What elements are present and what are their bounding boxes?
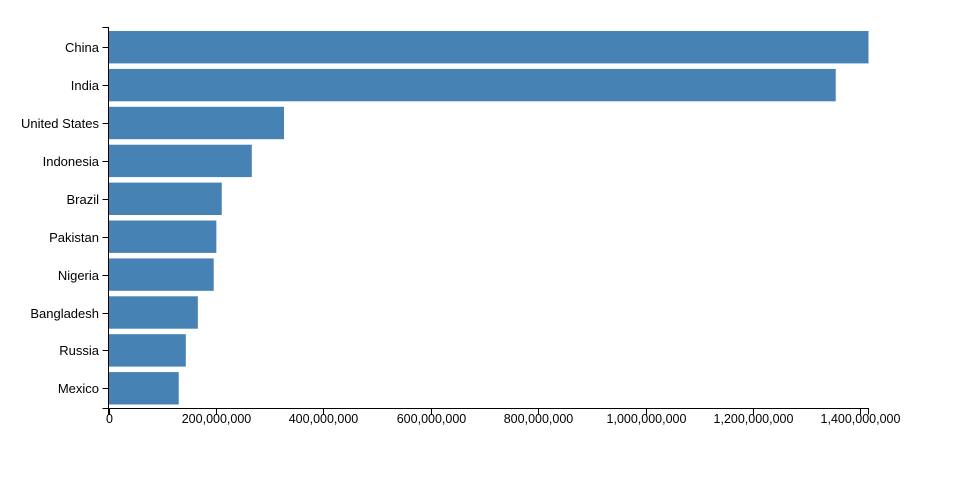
y-tick-label-india: India — [71, 78, 100, 93]
x-tick-label-4: 800,000,000 — [504, 412, 574, 426]
y-tick-label-united-states: United States — [21, 116, 100, 131]
x-tick-label-0: 0 — [106, 412, 113, 426]
bar-united-states — [108, 106, 285, 140]
bar-indonesia — [108, 144, 252, 178]
y-tick-label-mexico: Mexico — [58, 381, 99, 396]
y-tick-label-nigeria: Nigeria — [58, 268, 100, 283]
bar-nigeria — [108, 258, 214, 291]
y-tick-label-bangladesh: Bangladesh — [30, 306, 99, 321]
y-axis-domain — [102, 27, 109, 409]
bar-china — [108, 31, 869, 64]
x-tick-label-6: 1,200,000,000 — [714, 412, 794, 426]
y-tick-label-russia: Russia — [59, 343, 100, 358]
x-tick-label-3: 600,000,000 — [397, 412, 467, 426]
x-tick-label-1: 200,000,000 — [182, 412, 252, 426]
bar-bangladesh — [108, 296, 198, 329]
bar-pakistan — [108, 220, 217, 253]
bar-brazil — [108, 182, 222, 215]
y-tick-label-brazil: Brazil — [66, 192, 99, 207]
bar-mexico — [108, 372, 179, 405]
x-axis-domain — [108, 408, 869, 415]
bar-russia — [108, 334, 186, 367]
y-tick-label-indonesia: Indonesia — [43, 154, 100, 169]
x-tick-label-5: 1,000,000,000 — [607, 412, 687, 426]
bar-india — [108, 68, 836, 102]
x-tick-label-7: 1,400,000,000 — [821, 412, 901, 426]
y-tick-label-pakistan: Pakistan — [49, 230, 99, 245]
x-tick-label-2: 400,000,000 — [289, 412, 359, 426]
y-tick-label-china: China — [65, 40, 100, 55]
